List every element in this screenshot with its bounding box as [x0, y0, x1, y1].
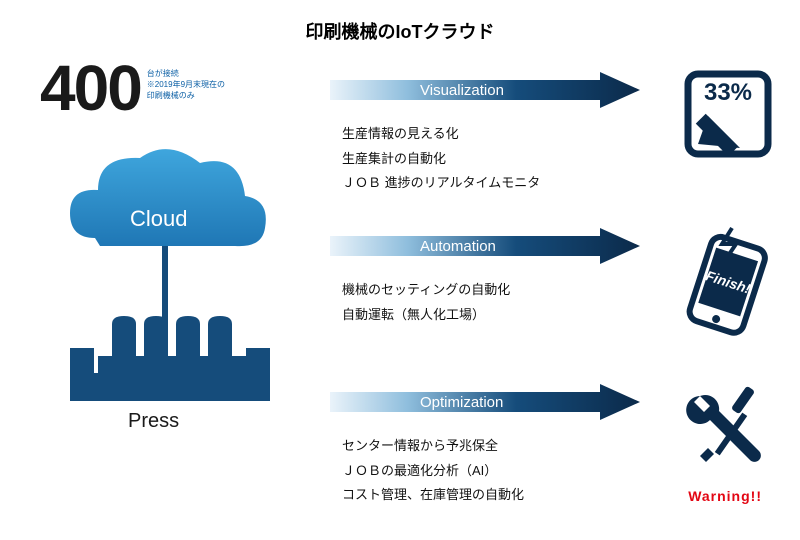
- arrow-visualization: Visualization: [330, 72, 640, 108]
- cloud-label: Cloud: [130, 206, 187, 232]
- arrow-label: Optimization: [330, 394, 503, 411]
- count-note-2: ※2019年9月末現在の: [147, 79, 225, 90]
- connected-count: 400: [40, 60, 141, 118]
- phone-finish-icon: Finish!: [670, 222, 780, 342]
- count-note-1: 台が接続: [147, 68, 225, 79]
- right-column: Visualization 生産情報の見える化 生産集計の自動化 ＪＯＢ 進捗の…: [330, 72, 780, 504]
- left-column: 400 台が接続 ※2019年9月末現在の 印刷機械のみ: [40, 60, 300, 428]
- cloud-press-diagram: Cloud Press: [40, 128, 300, 428]
- section-automation: Automation 機械のセッティングの自動化 自動運転（無人化工場） Fin…: [330, 228, 780, 348]
- section-visualization: Visualization 生産情報の見える化 生産集計の自動化 ＪＯＢ 進捗の…: [330, 72, 780, 192]
- arrow-automation: Automation: [330, 228, 640, 264]
- count-note-3: 印刷機械のみ: [147, 90, 225, 101]
- note-pencil-icon: 33%: [670, 66, 780, 186]
- cloud-press-icon: [40, 128, 290, 428]
- count-row: 400 台が接続 ※2019年9月末現在の 印刷機械のみ: [40, 60, 300, 118]
- arrow-optimization: Optimization: [330, 384, 640, 420]
- warning-label: Warning!!: [688, 488, 762, 504]
- count-note: 台が接続 ※2019年9月末現在の 印刷機械のみ: [147, 60, 225, 102]
- arrow-label: Visualization: [330, 82, 504, 99]
- percent-text: 33%: [704, 79, 752, 106]
- arrow-label: Automation: [330, 238, 496, 255]
- press-label: Press: [128, 410, 179, 433]
- section-optimization: Optimization センター情報から予兆保全 ＪＯＢの最適化分析（AI） …: [330, 384, 780, 504]
- page-title: 印刷機械のIoTクラウド: [0, 0, 800, 44]
- tools-icon: Warning!!: [670, 378, 780, 498]
